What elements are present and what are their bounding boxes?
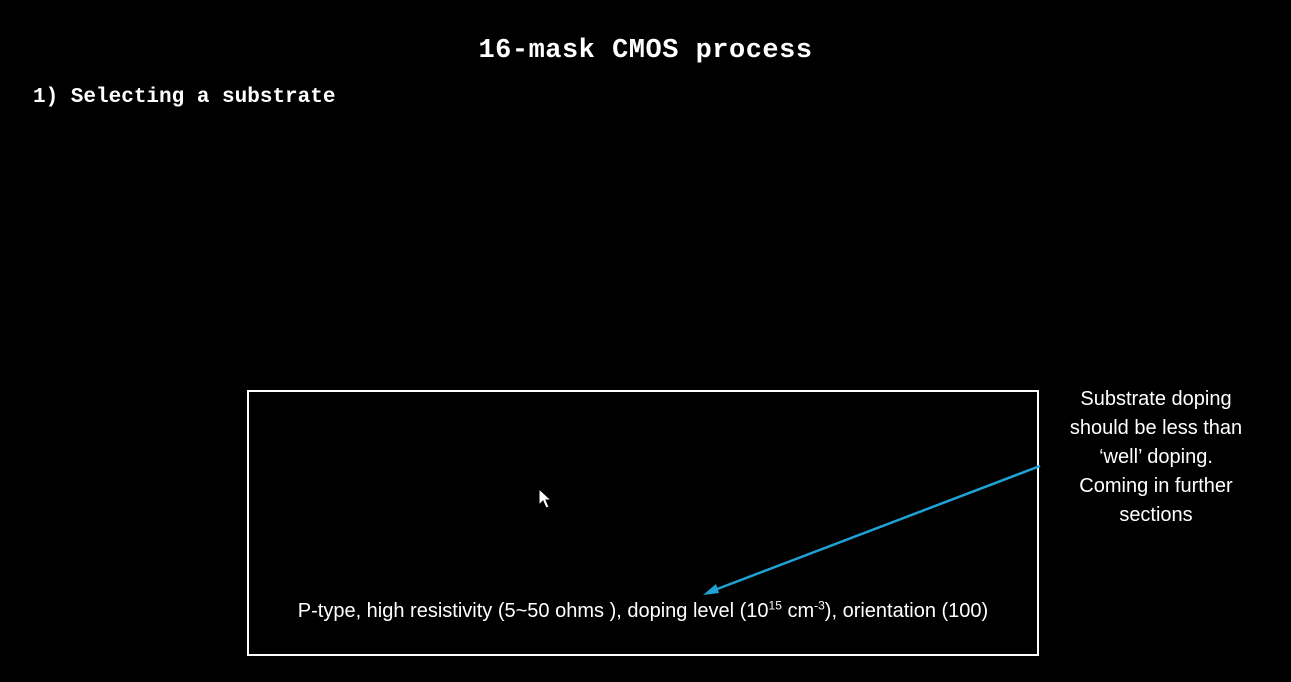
mouse-pointer-icon xyxy=(538,488,553,509)
spec-text-1: P-type, high resistivity (5~50 ohms ), d… xyxy=(297,600,769,622)
note-line: ‘well’ doping. xyxy=(1099,446,1213,468)
spec-text-3: ), orientation (100) xyxy=(824,600,989,622)
spec-exponent-2: -3 xyxy=(814,598,825,613)
substrate-spec: P-type, high resistivity (5~50 ohms ), d… xyxy=(249,598,1037,623)
doping-note: Substrate doping should be less than ‘we… xyxy=(1046,385,1266,530)
note-line: Coming in further xyxy=(1079,475,1233,497)
spec-exponent-1: 15 xyxy=(768,598,782,613)
note-line: Substrate doping xyxy=(1080,388,1232,410)
note-line: should be less than xyxy=(1069,417,1243,439)
spec-text-2: cm xyxy=(781,600,815,622)
substrate-box: P-type, high resistivity (5~50 ohms ), d… xyxy=(247,390,1039,656)
section-heading: 1) Selecting a substrate xyxy=(33,86,336,109)
slide-title: 16-mask CMOS process xyxy=(478,36,813,66)
note-line: sections xyxy=(1119,504,1193,526)
